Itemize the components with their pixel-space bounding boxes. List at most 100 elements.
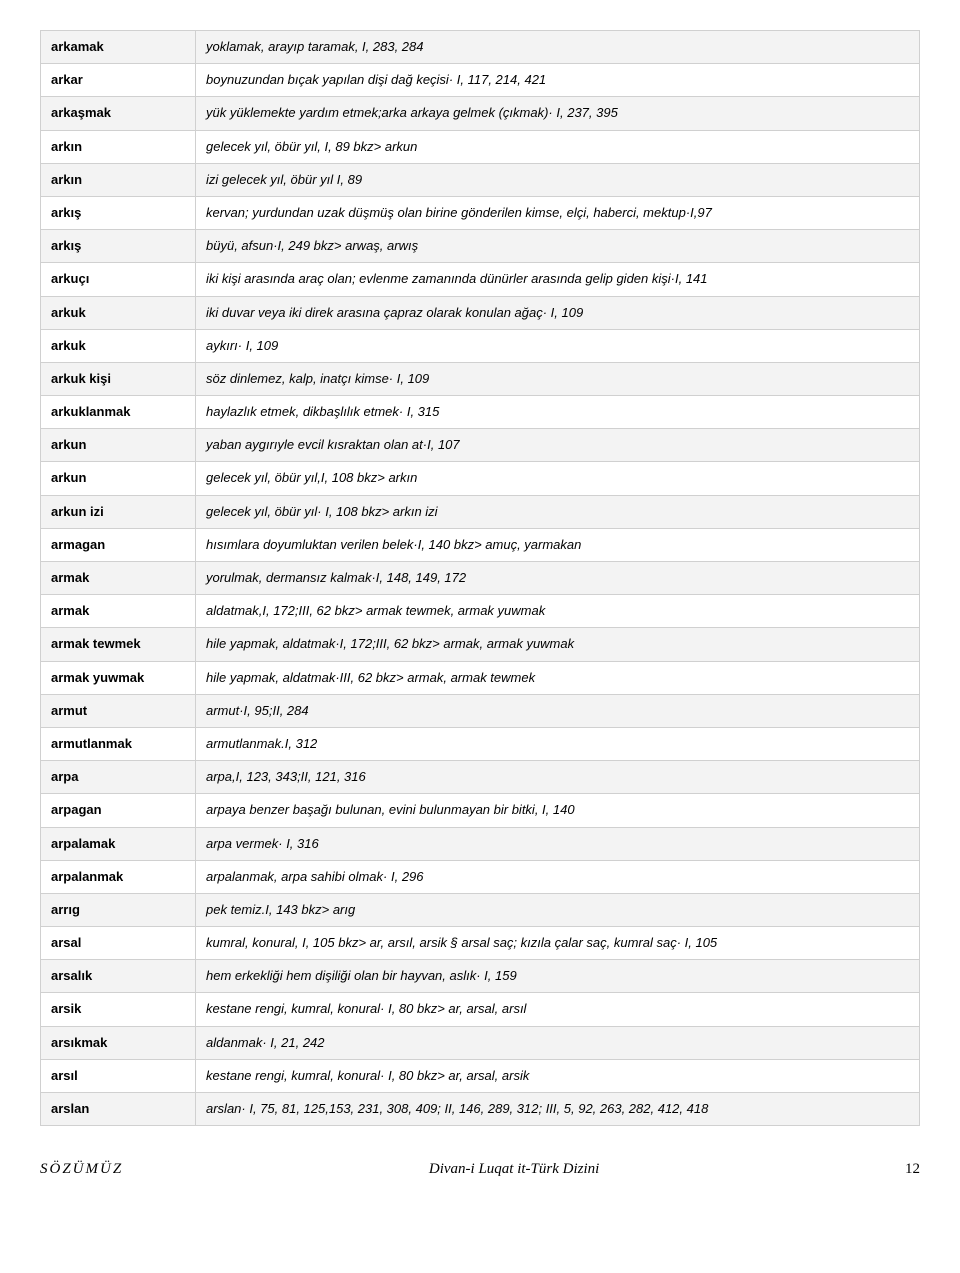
definition-cell: kervan; yurdundan uzak düşmüş olan birin… [196,196,920,229]
table-row: arkamakyoklamak, arayıp taramak, I, 283,… [41,31,920,64]
term-cell: armak yuwmak [41,661,196,694]
table-row: arkışbüyü, afsun·I, 249 bkz> arwaş, arwı… [41,230,920,263]
footer-page-number: 12 [905,1161,920,1178]
definition-cell: yaban aygırıyle evcil kısraktan olan at·… [196,429,920,462]
table-row: arkuk kişisöz dinlemez, kalp, inatçı kim… [41,362,920,395]
term-cell: arkaşmak [41,97,196,130]
definition-cell: yoklamak, arayıp taramak, I, 283, 284 [196,31,920,64]
table-row: arslanarslan· I, 75, 81, 125,153, 231, 3… [41,1093,920,1126]
term-cell: arsıl [41,1059,196,1092]
term-cell: arkış [41,230,196,263]
definition-cell: hem erkekliği hem dişiliği olan bir hayv… [196,960,920,993]
term-cell: armagan [41,528,196,561]
term-cell: armak tewmek [41,628,196,661]
definition-cell: hile yapmak, aldatmak·III, 62 bkz> armak… [196,661,920,694]
definition-cell: hısımlara doyumluktan verilen belek·I, 1… [196,528,920,561]
table-row: arkuçıiki kişi arasında araç olan; evlen… [41,263,920,296]
definition-cell: aldanmak· I, 21, 242 [196,1026,920,1059]
table-row: armutarmut·I, 95;II, 284 [41,694,920,727]
definition-cell: arpa,I, 123, 343;II, 121, 316 [196,761,920,794]
term-cell: armak [41,595,196,628]
term-cell: arslan [41,1093,196,1126]
table-row: arkun izigelecek yıl, öbür yıl· I, 108 b… [41,495,920,528]
table-row: arpalanmakarpalanmak, arpa sahibi olmak·… [41,860,920,893]
definition-cell: kestane rengi, kumral, konural· I, 80 bk… [196,993,920,1026]
definition-cell: arslan· I, 75, 81, 125,153, 231, 308, 40… [196,1093,920,1126]
table-row: arkukiki duvar veya iki direk arasına ça… [41,296,920,329]
term-cell: arpalamak [41,827,196,860]
term-cell: armut [41,694,196,727]
term-cell: arpagan [41,794,196,827]
table-row: arkaşmakyük yüklemekte yardım etmek;arka… [41,97,920,130]
definition-cell: gelecek yıl, öbür yıl,I, 108 bkz> arkın [196,462,920,495]
table-row: arkınizi gelecek yıl, öbür yıl I, 89 [41,163,920,196]
table-row: arpaarpa,I, 123, 343;II, 121, 316 [41,761,920,794]
definition-cell: hile yapmak, aldatmak·I, 172;III, 62 bkz… [196,628,920,661]
table-row: arkıngelecek yıl, öbür yıl, I, 89 bkz> a… [41,130,920,163]
table-row: armak tewmekhile yapmak, aldatmak·I, 172… [41,628,920,661]
definition-cell: yük yüklemekte yardım etmek;arka arkaya … [196,97,920,130]
table-row: arsılkestane rengi, kumral, konural· I, … [41,1059,920,1092]
definition-cell: aykırı· I, 109 [196,329,920,362]
term-cell: arpa [41,761,196,794]
term-cell: armak [41,562,196,595]
definition-cell: gelecek yıl, öbür yıl· I, 108 bkz> arkın… [196,495,920,528]
term-cell: arkamak [41,31,196,64]
term-cell: arkar [41,64,196,97]
table-row: armutlanmakarmutlanmak.I, 312 [41,727,920,760]
term-cell: arsalık [41,960,196,993]
footer-title: Divan-i Luqat it-Türk Dizini [429,1161,599,1178]
term-cell: arkun [41,462,196,495]
definition-cell: izi gelecek yıl, öbür yıl I, 89 [196,163,920,196]
table-row: arkuklanmakhaylazlık etmek, dikbaşlılık … [41,396,920,429]
dictionary-table: arkamakyoklamak, arayıp taramak, I, 283,… [40,30,920,1126]
term-cell: arkuk [41,296,196,329]
definition-cell: yorulmak, dermansız kalmak·I, 148, 149, … [196,562,920,595]
table-row: arsikkestane rengi, kumral, konural· I, … [41,993,920,1026]
table-row: arkukaykırı· I, 109 [41,329,920,362]
table-row: arkunyaban aygırıyle evcil kısraktan ola… [41,429,920,462]
footer-site-name: SÖZÜMÜZ [40,1161,123,1178]
definition-cell: büyü, afsun·I, 249 bkz> arwaş, arwış [196,230,920,263]
definition-cell: kestane rengi, kumral, konural· I, 80 bk… [196,1059,920,1092]
table-row: armakaldatmak,I, 172;III, 62 bkz> armak … [41,595,920,628]
term-cell: arkış [41,196,196,229]
definition-cell: boynuzundan bıçak yapılan dişi dağ keçis… [196,64,920,97]
definition-cell: iki kişi arasında araç olan; evlenme zam… [196,263,920,296]
definition-cell: haylazlık etmek, dikbaşlılık etmek· I, 3… [196,396,920,429]
term-cell: arsal [41,927,196,960]
table-row: armaganhısımlara doyumluktan verilen bel… [41,528,920,561]
page-footer: SÖZÜMÜZ Divan-i Luqat it-Türk Dizini 12 [40,1161,920,1178]
table-row: arsıkmakaldanmak· I, 21, 242 [41,1026,920,1059]
table-row: arsalkumral, konural, I, 105 bkz> ar, ar… [41,927,920,960]
definition-cell: armutlanmak.I, 312 [196,727,920,760]
table-row: armakyorulmak, dermansız kalmak·I, 148, … [41,562,920,595]
term-cell: arkuçı [41,263,196,296]
definition-cell: aldatmak,I, 172;III, 62 bkz> armak tewme… [196,595,920,628]
table-row: arkarboynuzundan bıçak yapılan dişi dağ … [41,64,920,97]
definition-cell: arpalanmak, arpa sahibi olmak· I, 296 [196,860,920,893]
definition-cell: gelecek yıl, öbür yıl, I, 89 bkz> arkun [196,130,920,163]
definition-cell: arpa vermek· I, 316 [196,827,920,860]
definition-cell: iki duvar veya iki direk arasına çapraz … [196,296,920,329]
definition-cell: kumral, konural, I, 105 bkz> ar, arsıl, … [196,927,920,960]
table-row: arkungelecek yıl, öbür yıl,I, 108 bkz> a… [41,462,920,495]
term-cell: arkın [41,130,196,163]
term-cell: arkuklanmak [41,396,196,429]
term-cell: arsıkmak [41,1026,196,1059]
table-row: arpaganarpaya benzer başağı bulunan, evi… [41,794,920,827]
term-cell: arpalanmak [41,860,196,893]
term-cell: arkuk [41,329,196,362]
term-cell: arkuk kişi [41,362,196,395]
term-cell: arsik [41,993,196,1026]
table-row: arrıgpek temiz.I, 143 bkz> arıg [41,893,920,926]
definition-cell: armut·I, 95;II, 284 [196,694,920,727]
table-row: armak yuwmakhile yapmak, aldatmak·III, 6… [41,661,920,694]
term-cell: arkın [41,163,196,196]
definition-cell: arpaya benzer başağı bulunan, evini bulu… [196,794,920,827]
term-cell: arkun izi [41,495,196,528]
table-row: arpalamakarpa vermek· I, 316 [41,827,920,860]
definition-cell: pek temiz.I, 143 bkz> arıg [196,893,920,926]
table-row: arsalıkhem erkekliği hem dişiliği olan b… [41,960,920,993]
term-cell: arkun [41,429,196,462]
